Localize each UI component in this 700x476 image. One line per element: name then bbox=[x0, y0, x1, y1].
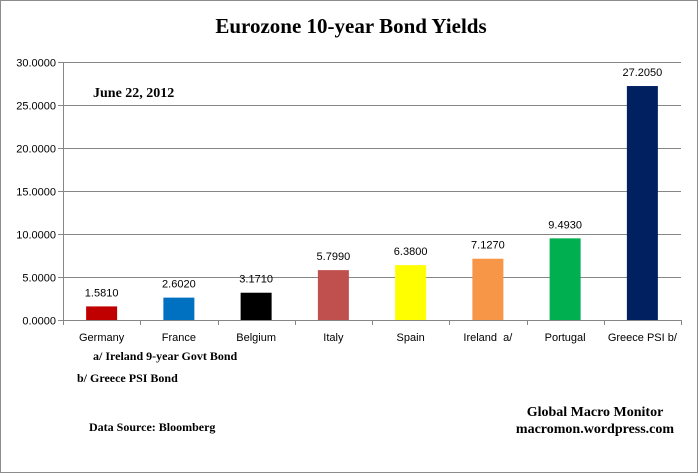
data-source: Data Source: Bloomberg bbox=[89, 420, 215, 434]
x-category-label: Italy bbox=[323, 332, 344, 344]
y-tick-label: 15.0000 bbox=[16, 187, 56, 199]
data-label: 6.3800 bbox=[394, 246, 428, 258]
bar bbox=[395, 265, 427, 320]
x-category-label: Greece PSI b/ bbox=[608, 332, 678, 344]
footnote-a: a/ Ireland 9-year Govt Bond bbox=[93, 349, 238, 363]
bars bbox=[86, 86, 658, 320]
bar bbox=[317, 270, 349, 320]
x-category-label: Belgium bbox=[236, 332, 276, 344]
credit-name: Global Macro Monitor bbox=[527, 405, 664, 420]
data-label: 5.7990 bbox=[317, 251, 351, 263]
x-category-label: Ireland a/ bbox=[463, 332, 513, 344]
bar bbox=[549, 238, 581, 320]
y-axis-ticks: 0.0000 5.0000 10.0000 15.0000 20.0000 25.0000… bbox=[16, 58, 63, 328]
x-category-label: Germany bbox=[79, 332, 125, 344]
data-label: 7.1270 bbox=[471, 240, 505, 252]
x-category-label: Spain bbox=[397, 332, 425, 344]
date-annotation: June 22, 2012 bbox=[93, 86, 174, 101]
data-label: 1.5810 bbox=[85, 287, 119, 299]
data-label: 27.2050 bbox=[622, 67, 662, 79]
data-label: 3.1710 bbox=[239, 274, 273, 286]
x-axis-ticks: Germany France Belgium Italy Spain Ireland a/… bbox=[63, 320, 682, 344]
data-labels: 1.5810 2.6020 3.1710 5.7990 6.3800 7.1270 9.49… bbox=[85, 67, 662, 299]
footnote-b: b/ Greece PSI Bond bbox=[77, 371, 178, 385]
y-tick-label: 10.0000 bbox=[16, 230, 56, 242]
bar bbox=[163, 297, 195, 320]
bar bbox=[240, 292, 272, 320]
y-tick-label: 25.0000 bbox=[16, 101, 56, 113]
y-tick-label: 30.0000 bbox=[16, 58, 56, 70]
x-category-label: France bbox=[162, 332, 196, 344]
x-category-label: Portugal bbox=[545, 332, 586, 344]
y-tick-label: 5.0000 bbox=[22, 273, 56, 285]
credit-url: macromon.wordpress.com bbox=[516, 422, 674, 437]
bar bbox=[626, 86, 658, 320]
y-tick-label: 0.0000 bbox=[22, 316, 56, 328]
bar bbox=[472, 258, 504, 320]
y-tick-label: 20.0000 bbox=[16, 144, 56, 156]
bar bbox=[86, 306, 118, 320]
data-label: 9.4930 bbox=[548, 219, 582, 231]
chart-title: Eurozone 10-year Bond Yields bbox=[215, 14, 486, 38]
data-label: 2.6020 bbox=[162, 279, 196, 291]
